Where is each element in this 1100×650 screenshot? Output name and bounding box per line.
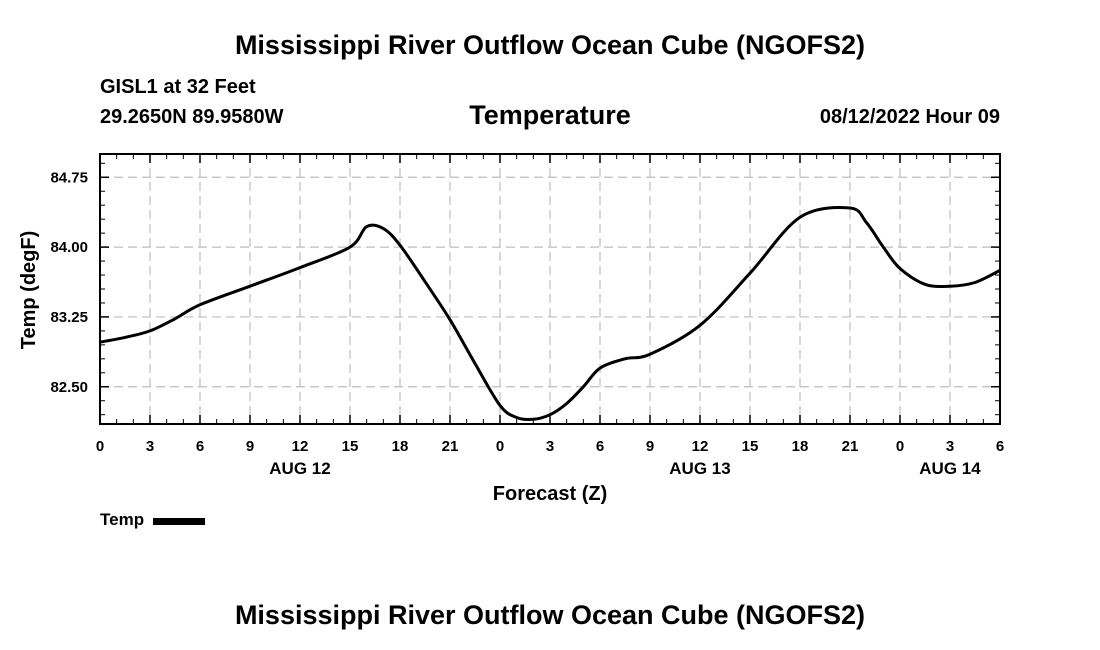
x-tick-label: 0 xyxy=(496,438,504,455)
date-label: AUG 12 xyxy=(269,459,330,478)
x-tick-label: 12 xyxy=(292,438,309,455)
date-label: AUG 14 xyxy=(919,459,981,478)
x-tick-label: 15 xyxy=(342,438,359,455)
x-tick-label: 3 xyxy=(946,438,954,455)
x-tick-label: 18 xyxy=(392,438,409,455)
y-tick-label: 84.75 xyxy=(50,169,88,186)
x-tick-label: 21 xyxy=(442,438,459,455)
x-tick-label: 9 xyxy=(646,438,654,455)
y-axis-title: Temp (degF) xyxy=(18,231,40,350)
x-tick-label: 6 xyxy=(196,438,204,455)
grid-lines xyxy=(100,154,1000,424)
x-tick-label: 18 xyxy=(792,438,809,455)
axis-labels: 0 3 6 9 12 15 18 21 0 3 6 9 12 15 18 21 0 3 6 82.50 83.25 84.… xyxy=(50,169,1004,478)
main-title: Mississippi River Outflow Ocean Cube (NG… xyxy=(234,30,866,60)
station-name: GISL1 at 32 Feet xyxy=(100,76,256,98)
x-tick-label: 9 xyxy=(246,438,254,455)
series-layer xyxy=(99,206,1001,422)
legend-label: Temp xyxy=(100,510,145,529)
x-axis-title: Forecast (Z) xyxy=(493,483,607,505)
x-tick-label: 6 xyxy=(996,438,1004,455)
x-tick-label: 3 xyxy=(146,438,154,455)
legend-line-swatch xyxy=(153,518,206,525)
y-tick-label: 83.25 xyxy=(50,309,88,326)
y-tick-label: 84.00 xyxy=(50,239,88,256)
legend: Temp xyxy=(100,510,206,530)
x-tick-label: 15 xyxy=(742,438,759,455)
footer-title: Mississippi River Outflow Ocean Cube (NG… xyxy=(234,600,866,630)
x-tick-label: 0 xyxy=(896,438,904,455)
x-tick-label: 12 xyxy=(692,438,709,455)
x-tick-label: 21 xyxy=(842,438,859,455)
plot-frame xyxy=(99,153,1001,425)
chart-title: Temperature xyxy=(469,100,631,130)
date-label: AUG 13 xyxy=(669,459,730,478)
x-tick-label: 3 xyxy=(546,438,554,455)
forecast-datetime: 08/12/2022 Hour 09 xyxy=(819,106,1000,128)
station-coordinates: 29.2650N 89.9580W xyxy=(100,106,284,128)
series-line-temp xyxy=(99,206,1001,422)
y-tick-label: 82.50 xyxy=(50,379,88,396)
x-tick-label: 0 xyxy=(96,438,104,455)
x-tick-label: 6 xyxy=(596,438,604,455)
